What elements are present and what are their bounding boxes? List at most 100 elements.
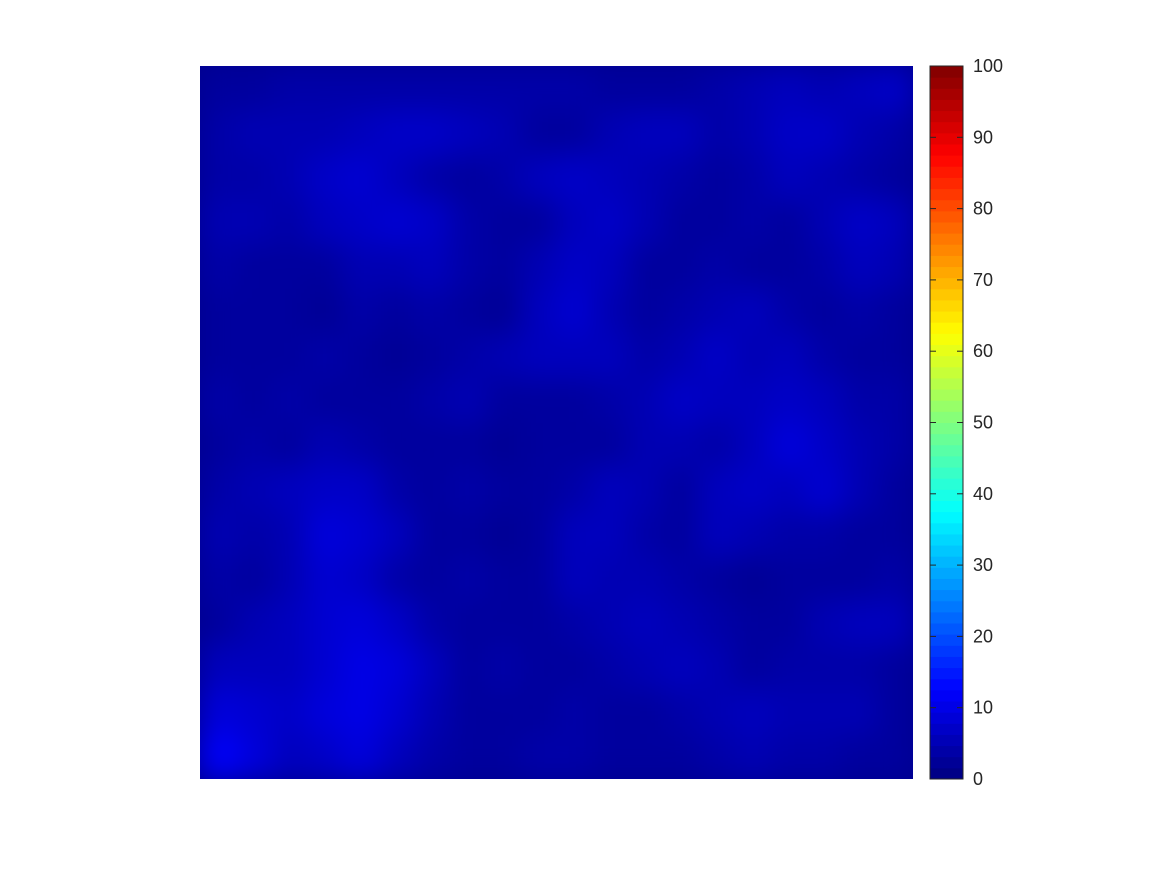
heatmap-cell (449, 600, 486, 646)
heatmap-cell (556, 377, 593, 424)
heatmap-cell (271, 377, 308, 424)
heatmap-cell (663, 556, 700, 602)
heatmap-cell (485, 556, 522, 602)
colorbar-segment (930, 623, 963, 635)
heatmap-cell (806, 155, 843, 201)
heatmap-cell (485, 110, 522, 156)
colorbar-segment (930, 377, 963, 390)
colorbar-segment (930, 667, 963, 680)
heatmap-cell (449, 155, 486, 201)
heatmap-cell (200, 66, 237, 112)
colorbar-segment (930, 578, 963, 591)
heatmap-cell (271, 66, 308, 112)
heatmap-cell (520, 600, 558, 646)
heatmap-cell (770, 199, 807, 245)
colorbar-segment (930, 545, 963, 557)
colorbar-segment (930, 333, 963, 346)
heatmap-cell (413, 689, 451, 736)
heatmap-cell (449, 422, 486, 468)
heatmap-cells (200, 66, 913, 779)
heatmap-cell (663, 422, 700, 468)
heatmap-cell (235, 467, 272, 513)
colorbar-tick-label: 70 (973, 270, 993, 290)
heatmap-cell (592, 467, 629, 513)
heatmap-cell (663, 511, 700, 557)
heatmap-cell (306, 155, 344, 201)
heatmap-cell (485, 734, 522, 779)
heatmap-cell (378, 244, 415, 290)
colorbar-segment (930, 723, 963, 735)
heatmap-cell (770, 422, 807, 468)
heatmap-cell (627, 288, 665, 334)
heatmap-cell (413, 110, 451, 156)
heatmap-cell (449, 66, 486, 112)
heatmap-cell (235, 66, 272, 112)
heatmap-cell (556, 467, 593, 513)
heatmap-cell (378, 467, 415, 513)
colorbar-segment (930, 645, 963, 657)
heatmap-cell (841, 422, 878, 468)
heatmap-cell (556, 155, 593, 201)
heatmap-cell (556, 288, 593, 334)
colorbar-ticks: 0 10 20 30 40 50 60 70 80 90 100 (930, 56, 1003, 789)
heatmap-cell (627, 467, 665, 513)
heatmap-cell (592, 66, 629, 112)
heatmap-cell (627, 377, 665, 424)
heatmap-cell (699, 288, 736, 334)
heatmap-cell (592, 511, 629, 557)
colorbar-segment (930, 344, 963, 357)
heatmap-cell (806, 645, 843, 691)
heatmap-cell (449, 556, 486, 602)
heatmap-cell (235, 645, 272, 691)
colorbar-tick-label: 20 (973, 626, 993, 646)
heatmap-cell (342, 377, 379, 424)
heatmap-cell (449, 377, 486, 424)
heatmap-cell (841, 288, 878, 334)
heatmap-cell (306, 511, 344, 557)
colorbar-segment (930, 155, 963, 167)
heatmap-cell (378, 377, 415, 424)
heatmap-cell (592, 556, 629, 602)
heatmap-cell (592, 689, 629, 736)
colorbar-segment (930, 411, 963, 423)
heatmap-cell (734, 244, 771, 290)
colorbar-segment (930, 233, 963, 245)
heatmap-cell (806, 377, 843, 424)
heatmap-cell (413, 600, 451, 646)
heatmap-cell (342, 689, 379, 736)
heatmap-cell (306, 288, 344, 334)
heatmap-cell (271, 556, 308, 602)
heatmap-cell (342, 556, 379, 602)
heatmap-cell (200, 467, 237, 513)
heatmap-cell (413, 556, 451, 602)
heatmap-cell (271, 467, 308, 513)
heatmap-cell (413, 66, 451, 112)
colorbar-tick-label: 0 (973, 769, 983, 789)
heatmap-cell (734, 511, 771, 557)
heatmap-cell (556, 734, 593, 779)
heatmap-cell (520, 556, 558, 602)
heatmap-cell (841, 244, 878, 290)
heatmap-cell (770, 645, 807, 691)
heatmap-cell (449, 333, 486, 379)
heatmap-cell (699, 511, 736, 557)
heatmap-cell (770, 600, 807, 646)
colorbar-segment (930, 478, 963, 490)
colorbar-segment (930, 266, 963, 279)
heatmap-cell (841, 199, 878, 245)
colorbar-segment (930, 99, 963, 112)
colorbar-segment (930, 600, 963, 613)
heatmap-cell (770, 66, 807, 112)
heatmap-cell (485, 467, 522, 513)
heatmap-cell (734, 110, 771, 156)
colorbar-segment (930, 66, 963, 78)
colorbar-tick-label: 60 (973, 341, 993, 361)
colorbar-segment (930, 455, 963, 468)
heatmap-cell (485, 288, 522, 334)
heatmap-cell (627, 110, 665, 156)
heatmap-cell (734, 288, 771, 334)
heatmap-cell (200, 155, 237, 201)
heatmap-cell (271, 645, 308, 691)
heatmap-cell (306, 244, 344, 290)
heatmap-cell (271, 110, 308, 156)
